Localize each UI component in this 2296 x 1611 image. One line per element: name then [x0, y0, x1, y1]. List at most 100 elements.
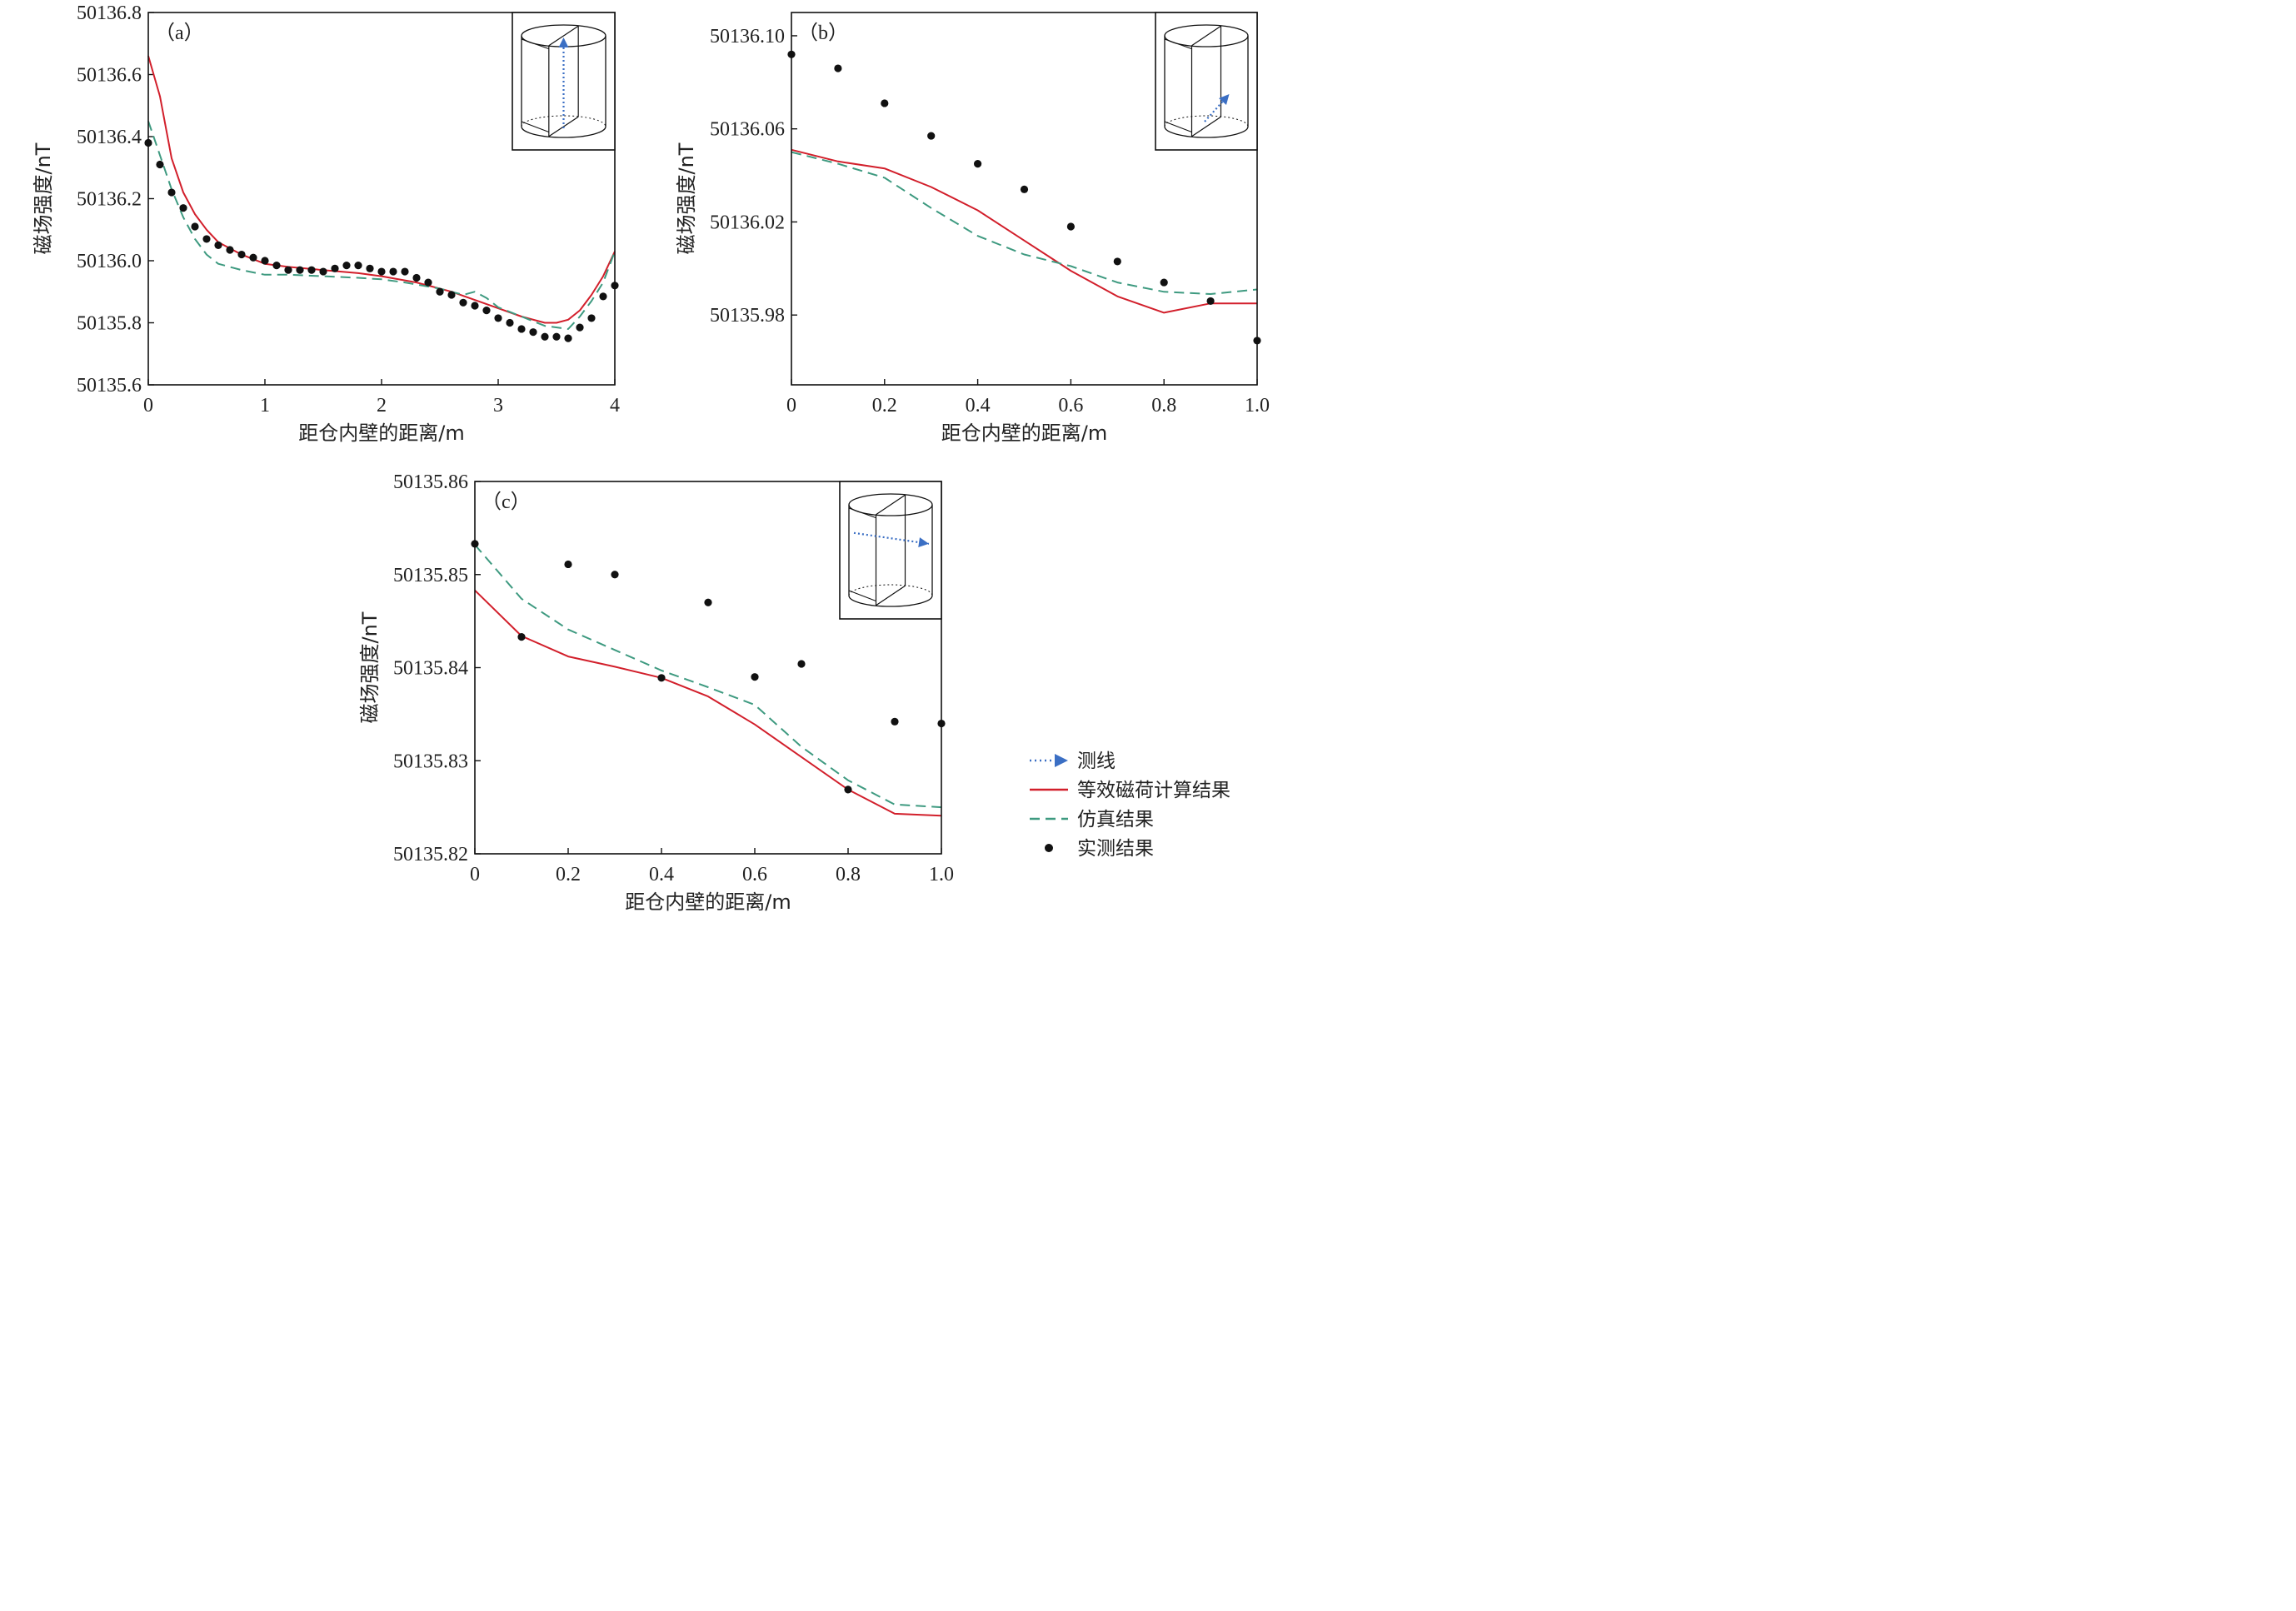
cylinder-bottom-front: [521, 126, 606, 138]
arrow-head-icon: [1055, 754, 1068, 767]
measured-point: [319, 267, 327, 276]
panel-c-ytick-label: 50135.85: [393, 565, 468, 586]
panel-c-xtick-label: 0.2: [556, 864, 581, 885]
measured-point: [342, 261, 351, 270]
section-plane-edge: [548, 25, 579, 47]
equivalent-charge-line: [474, 589, 942, 817]
panel-b-xtick-label: 0.2: [872, 395, 897, 416]
panel-a-xlabel: 距仓内壁的距离/m: [298, 421, 464, 445]
panel-b-ylabel: 磁场强度/nT: [675, 142, 698, 254]
panel-a-ytick-label: 50135.8: [77, 313, 142, 335]
section-plane-edge: [848, 507, 876, 519]
measured-point: [599, 292, 607, 301]
arrow-head-icon: [558, 37, 569, 47]
measured-point: [272, 261, 281, 270]
panel-b-xtick-label: 1.0: [1245, 395, 1270, 416]
panel-a: 0 1 2 3 4 50135.6 50135.8 50136.0 50136.2 50136.4…: [32, 2, 620, 445]
measured-point: [459, 298, 467, 307]
measured-point: [704, 598, 712, 606]
measured-point: [974, 159, 982, 168]
measured-point: [471, 302, 479, 310]
measured-point: [284, 266, 292, 274]
measured-point: [751, 673, 759, 681]
measured-point: [482, 307, 491, 315]
legend-item-survey-line: 测线: [1030, 751, 1116, 772]
panel-a-ytick-label: 50136.6: [77, 65, 142, 87]
panel-b-ytick-label: 50136.02: [710, 212, 785, 233]
panel-a-series: [144, 55, 619, 342]
section-plane-edge: [521, 38, 549, 50]
panel-c-series: [471, 540, 946, 817]
panel-a-xtick-label: 1: [260, 395, 270, 416]
panel-c-xtick-label: 0.4: [649, 864, 674, 885]
panel-c-xtick-label: 0: [470, 864, 480, 885]
measured-point: [564, 334, 572, 342]
equivalent-charge-line: [147, 55, 616, 324]
section-plane-edge: [1191, 25, 1221, 47]
panel-b-xtick-label: 0.4: [966, 395, 991, 416]
cylinder-bottom-front: [1164, 126, 1249, 138]
legend-measured-marker: [1045, 844, 1053, 852]
arrow-head-icon: [918, 537, 929, 548]
measured-point: [1113, 257, 1121, 266]
measured-point: [881, 99, 889, 107]
panel-c-xtick-label: 0.8: [836, 864, 861, 885]
panel-b-ytick-label: 50135.98: [710, 305, 785, 327]
measured-point: [424, 278, 432, 287]
panel-c-xlabel: 距仓内壁的距离/m: [625, 890, 791, 914]
panel-a-xtick-label: 0: [143, 395, 153, 416]
measured-point: [191, 222, 199, 231]
section-plane-edge: [1164, 121, 1192, 132]
panel-a-frame: [147, 12, 616, 386]
measured-point: [834, 64, 842, 72]
arrow-head-icon: [1219, 94, 1230, 105]
equivalent-charge-line: [791, 148, 1257, 314]
panel-a-xtick-label: 3: [493, 395, 503, 416]
measured-point: [214, 241, 222, 249]
measured-point: [377, 267, 386, 276]
measured-point: [494, 314, 502, 322]
panel-c-ytick-label: 50135.83: [393, 751, 468, 772]
measured-point: [587, 314, 596, 322]
panel-b: 0 0.2 0.4 0.6 0.8 1.0 50135.98 50136.02 50136.06…: [675, 12, 1270, 445]
measured-point: [517, 325, 526, 333]
measured-point: [307, 266, 316, 274]
panel-a-ticks: 0 1 2 3 4 50135.6 50135.8 50136.0 50136.2 50136.4…: [77, 2, 620, 416]
measured-point: [927, 132, 936, 140]
measured-point: [564, 560, 572, 569]
panel-a-ytick-label: 50136.0: [77, 251, 142, 272]
measured-point: [529, 328, 537, 337]
measured-point: [156, 160, 164, 169]
panel-c-ytick-label: 50135.82: [393, 844, 468, 865]
legend-item-simulation: 仿真结果: [1030, 809, 1154, 830]
measured-point: [657, 674, 666, 682]
panel-a-label: （a）: [155, 22, 204, 44]
panel-b-ticks: 0 0.2 0.4 0.6 0.8 1.0 50135.98 50136.02 50136.06…: [710, 26, 1270, 416]
measured-point: [447, 291, 456, 299]
panel-c-frame: [474, 481, 942, 855]
simulation-line: [791, 151, 1258, 295]
legend-item-measured: 实测结果: [1045, 838, 1154, 860]
measured-point: [1066, 222, 1075, 231]
measured-point: [226, 246, 234, 254]
legend-equivalent-label: 等效磁荷计算结果: [1077, 780, 1230, 801]
panel-b-xtick-label: 0.8: [1151, 395, 1176, 416]
measured-point: [1020, 185, 1029, 193]
measured-point: [331, 264, 339, 272]
section-plane-edge: [848, 590, 876, 601]
measured-point: [611, 571, 619, 579]
measured-point: [1160, 278, 1168, 287]
legend-measured-label: 实测结果: [1077, 838, 1154, 860]
panel-b-inset-diagonal-line: [1155, 12, 1258, 151]
panel-c-ytick-label: 50135.84: [393, 658, 468, 680]
panel-a-xtick-label: 4: [610, 395, 620, 416]
measured-point: [844, 786, 852, 794]
measured-point: [401, 267, 409, 276]
measured-point: [366, 264, 374, 272]
simulation-line: [147, 121, 616, 330]
section-plane-edge: [1191, 116, 1221, 137]
measured-point: [576, 323, 584, 332]
panel-c-ylabel: 磁场强度/nT: [358, 611, 382, 723]
cylinder-bottom-back: [521, 115, 606, 127]
